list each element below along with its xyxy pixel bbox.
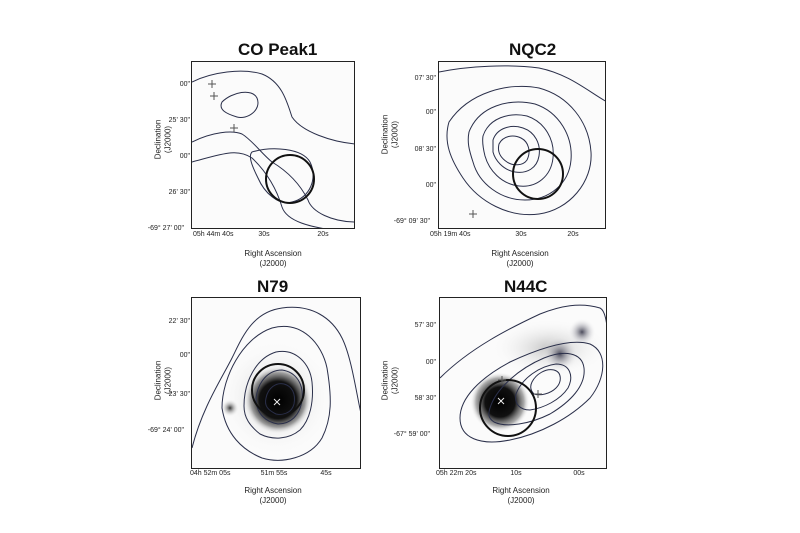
y-tick-label: 25' 30" <box>168 117 190 124</box>
x-tick-label: 05h 44m 40s <box>193 231 234 238</box>
y-tick-label: 00" <box>179 352 190 359</box>
x-tick-label: 51m 55s <box>260 470 288 477</box>
x-tick-label: 05h 22m 20s <box>436 470 477 477</box>
y-tick-label: 00" <box>179 153 190 160</box>
panel-title: N79 <box>257 277 289 296</box>
x-tick-label: 04h 52m 05s <box>190 470 231 477</box>
y-axis-label: Declination <box>153 360 163 401</box>
y-axis-label: Declination <box>380 114 390 155</box>
contour-plot <box>439 65 605 218</box>
x-axis-label: Right Ascension (J2000) <box>492 486 550 505</box>
contour-map <box>438 61 606 229</box>
y-axis-sublabel: (J2000) <box>390 120 400 149</box>
x-tick-label: 05h 19m 40s <box>430 231 471 238</box>
y-tick-label: 22' 30" <box>168 318 190 325</box>
y-tick-label: -69° 09' 30" <box>393 218 430 225</box>
y-tick-label: 26' 30" <box>168 189 190 196</box>
contour-plot <box>440 304 606 443</box>
y-tick-label: -69° 24' 00" <box>147 427 184 434</box>
y-tick-label: 00" <box>425 182 436 189</box>
y-tick-label: 07' 30" <box>414 75 436 82</box>
x-tick-label: 45s <box>320 470 332 477</box>
x-tick-label: 30s <box>258 231 270 238</box>
y-tick-label: 57' 30" <box>414 322 436 329</box>
y-tick-label: -69° 27' 00" <box>147 225 184 232</box>
x-axis-label: Right Ascension (J2000) <box>244 486 302 505</box>
contour-plot <box>192 306 360 461</box>
y-axis-sublabel: (J2000) <box>163 366 173 395</box>
y-tick-label: 23' 30" <box>168 391 190 398</box>
contour-plot <box>192 70 354 228</box>
contour-map <box>191 61 355 229</box>
y-tick-label: 58' 30" <box>414 395 436 402</box>
x-axis-label: Right Ascension (J2000) <box>244 249 302 268</box>
y-tick-label: -67° 59' 00" <box>393 431 430 438</box>
contour-map <box>191 297 361 469</box>
y-tick-label: 08' 30" <box>414 146 436 153</box>
x-tick-label: 30s <box>515 231 527 238</box>
y-axis-label: Declination <box>380 360 390 401</box>
x-tick-label: 20s <box>317 231 329 238</box>
y-axis-sublabel: (J2000) <box>390 366 400 395</box>
x-tick-label: 20s <box>567 231 579 238</box>
panel-title: N44C <box>504 277 548 296</box>
panel-title: CO Peak1 <box>238 40 318 59</box>
panel-title: NQC2 <box>509 40 557 59</box>
x-tick-label: 00s <box>573 470 585 477</box>
x-axis-label: Right Ascension (J2000) <box>491 249 549 268</box>
contour-map <box>439 297 607 469</box>
y-tick-label: 00" <box>425 109 436 116</box>
y-axis-sublabel: (J2000) <box>163 125 173 154</box>
x-tick-label: 10s <box>510 470 522 477</box>
y-tick-label: 00" <box>425 359 436 366</box>
y-tick-label: 00" <box>179 81 190 88</box>
y-axis-label: Declination <box>153 119 163 160</box>
